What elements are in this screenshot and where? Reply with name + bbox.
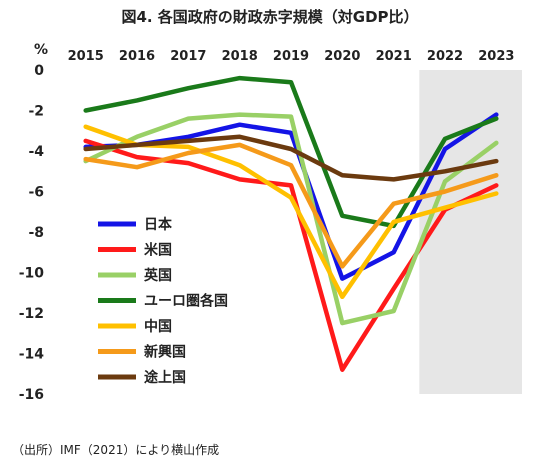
x-tick-label: 2019 [273,49,309,64]
y-tick-label: -14 [19,347,45,363]
x-tick-label: 2020 [324,49,360,64]
y-tick-label: -8 [28,225,44,241]
x-tick-label: 2021 [376,49,412,64]
legend-label: 途上国 [144,369,186,386]
x-tick-label: 2015 [68,49,104,64]
series-line [83,142,499,269]
series-line [83,112,499,326]
y-tick-label: -2 [28,104,44,120]
series-line [83,134,499,182]
series-line [83,138,499,372]
series-line [83,75,499,229]
legend-label: ユーロ圏各国 [144,293,228,310]
y-tick-label: -12 [19,306,44,322]
forecast-shading [419,70,522,394]
y-unit-label: % [34,42,49,58]
x-tick-label: 2016 [119,49,155,64]
legend-label: 中国 [144,318,172,335]
x-tick-label: 2018 [222,49,258,64]
legend-label: 新興国 [144,344,186,361]
legend-label: 英国 [143,267,172,284]
legend-label: 日本 [144,216,173,233]
y-tick-label: -6 [28,185,44,201]
chart-title: 図4. 各国政府の財政赤字規模（対GDP比） [121,8,419,26]
y-tick-label: 0 [34,63,44,79]
x-tick-label: 2022 [427,49,463,64]
x-tick-label: 2017 [170,49,206,64]
y-tick-label: -16 [19,387,44,403]
y-tick-label: -10 [19,266,45,282]
x-tick-label: 2023 [478,49,514,64]
y-tick-label: -4 [28,144,44,160]
legend-label: 米国 [144,242,172,259]
source-note: （出所）IMF（2021）により横山作成 [12,443,220,457]
